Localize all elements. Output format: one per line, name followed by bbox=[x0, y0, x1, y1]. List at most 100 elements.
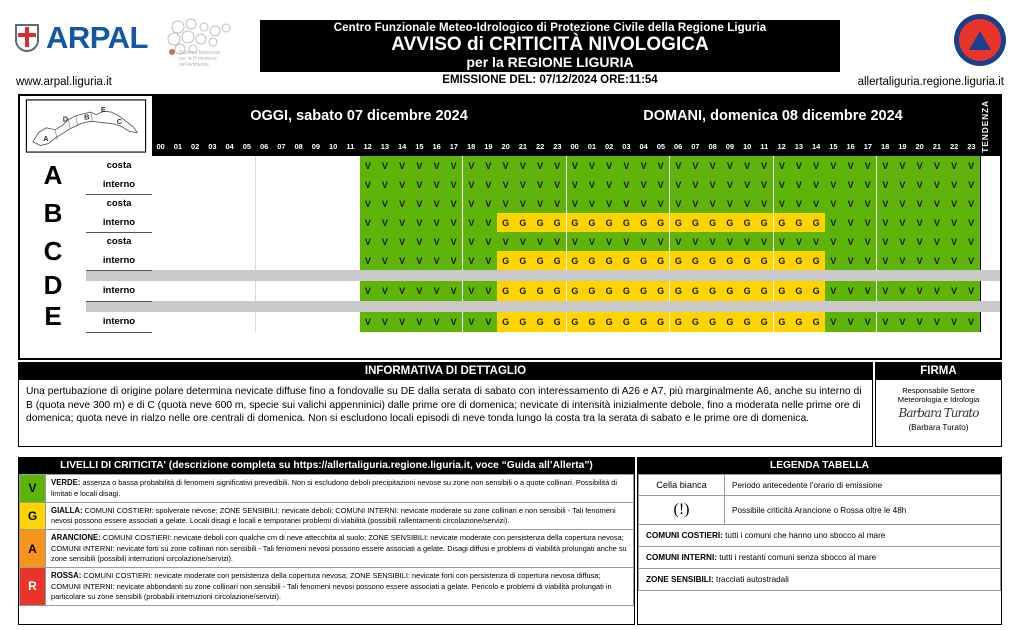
criticality-cell bbox=[238, 251, 256, 270]
criticality-cell bbox=[169, 175, 187, 194]
criticality-cell bbox=[307, 312, 325, 332]
zone-no-coast-row: E bbox=[20, 301, 1000, 332]
criticality-cell bbox=[169, 156, 187, 175]
criticality-cell: G bbox=[531, 251, 549, 270]
criticality-cell: V bbox=[531, 194, 549, 213]
criticality-cell: V bbox=[911, 232, 929, 251]
criticality-cell: G bbox=[755, 251, 773, 270]
criticality-cell: G bbox=[514, 281, 532, 301]
criticality-cell bbox=[186, 213, 204, 232]
criticality-cell bbox=[290, 175, 308, 194]
criticality-cell bbox=[341, 251, 359, 270]
criticality-cell: G bbox=[617, 213, 635, 232]
hour-header-cell: 16 bbox=[842, 136, 860, 156]
arpal-website-link[interactable]: www.arpal.liguria.it bbox=[16, 76, 112, 88]
hour-header-cell: 04 bbox=[635, 136, 653, 156]
zone-letter-b: B bbox=[20, 194, 86, 232]
criticality-cell bbox=[254, 213, 273, 232]
criticality-cell bbox=[254, 175, 273, 194]
criticality-cell bbox=[324, 232, 342, 251]
criticality-cell bbox=[272, 232, 290, 251]
criticality-cell: G bbox=[635, 213, 653, 232]
livello-description: GIALLA: COMUNI COSTIERI: spolverate nevo… bbox=[45, 501, 634, 531]
svg-text:per la Protezione: per la Protezione bbox=[179, 56, 217, 62]
tendenza-header: TENDENZA bbox=[980, 96, 1000, 156]
criticality-cell: G bbox=[583, 213, 601, 232]
protezione-civile-logo bbox=[954, 14, 1006, 66]
legenda-note-text: tutti i comuni che hanno uno sbocco al m… bbox=[722, 531, 886, 540]
criticality-cell: V bbox=[928, 156, 946, 175]
criticality-cell: V bbox=[911, 281, 929, 301]
criticality-cell: V bbox=[928, 175, 946, 194]
criticality-cell: V bbox=[479, 194, 497, 213]
criticality-cell bbox=[152, 251, 170, 270]
criticality-cell: G bbox=[600, 251, 618, 270]
hour-header-cell: 07 bbox=[272, 136, 290, 156]
legenda-value: Possibile criticità Arancione o Rossa ol… bbox=[724, 495, 1001, 525]
criticality-cell bbox=[307, 156, 325, 175]
table-hours-row: 00 01 02 03 04 05 06 07 08 09 10 11 12 13 14 15 16 17 18 19… bbox=[20, 136, 1000, 156]
criticality-cell: G bbox=[514, 312, 532, 332]
title-subtitle: Centro Funzionale Meteo-Idrologico di Pr… bbox=[333, 22, 767, 34]
criticality-cell: V bbox=[928, 281, 946, 301]
criticality-cell: G bbox=[583, 281, 601, 301]
criticality-cell bbox=[186, 156, 204, 175]
criticality-cell: V bbox=[893, 281, 911, 301]
title-region: per la REGIONE LIGURIA bbox=[466, 54, 634, 71]
criticality-cell bbox=[307, 251, 325, 270]
criticality-cell: V bbox=[945, 213, 963, 232]
hour-header-cell: 08 bbox=[704, 136, 722, 156]
criticality-cell: V bbox=[668, 175, 687, 194]
criticality-cell: V bbox=[807, 194, 825, 213]
allerta-website-link[interactable]: allertaliguria.regione.liguria.it bbox=[857, 76, 1004, 88]
criticality-cell bbox=[203, 312, 221, 332]
criticality-cell: V bbox=[875, 175, 894, 194]
criticality-cell: G bbox=[548, 251, 566, 270]
criticality-cell: V bbox=[875, 194, 894, 213]
criticality-cell bbox=[221, 213, 239, 232]
hour-header-cell: 07 bbox=[686, 136, 704, 156]
criticality-cell bbox=[221, 194, 239, 213]
criticality-cell bbox=[221, 156, 239, 175]
day2-label: DOMANI, domenica 08 dicembre 2024 bbox=[566, 96, 980, 137]
zone-sub-interno: interno bbox=[86, 251, 152, 271]
legenda-title: LEGENDA TABELLA bbox=[638, 458, 1001, 474]
criticality-cell: G bbox=[738, 213, 756, 232]
svg-text:C: C bbox=[117, 117, 123, 126]
criticality-cell: V bbox=[824, 156, 842, 175]
criticality-cell: V bbox=[461, 312, 480, 332]
criticality-cell: V bbox=[721, 232, 739, 251]
criticality-cell: V bbox=[911, 194, 929, 213]
criticality-cell: G bbox=[772, 281, 791, 301]
criticality-cell: V bbox=[617, 232, 635, 251]
criticality-cell bbox=[238, 194, 256, 213]
criticality-cell: V bbox=[962, 251, 980, 270]
criticality-cell: G bbox=[652, 281, 670, 301]
criticality-cell: G bbox=[497, 312, 515, 332]
criticality-cell: V bbox=[824, 312, 842, 332]
svg-text:Sistema Nazionale: Sistema Nazionale bbox=[179, 50, 221, 56]
hour-header-cell: 18 bbox=[876, 136, 894, 156]
criticality-cell: V bbox=[445, 175, 463, 194]
criticality-cell: V bbox=[565, 175, 584, 194]
criticality-cell: V bbox=[945, 232, 963, 251]
criticality-cell: V bbox=[410, 194, 428, 213]
criticality-cell: V bbox=[635, 194, 653, 213]
criticality-cell bbox=[307, 194, 325, 213]
criticality-cell: V bbox=[772, 194, 791, 213]
criticality-cell bbox=[324, 281, 342, 301]
criticality-cell bbox=[254, 232, 273, 251]
livelli-criticita-panel: LIVELLI DI CRITICITA' (descrizione compl… bbox=[18, 457, 635, 625]
criticality-cell: V bbox=[962, 175, 980, 194]
criticality-cell: V bbox=[393, 175, 411, 194]
criticality-cell: V bbox=[445, 251, 463, 270]
criticality-cell: V bbox=[859, 175, 877, 194]
criticality-cell: V bbox=[875, 251, 894, 270]
criticality-cell: V bbox=[376, 156, 394, 175]
no-coast-placeholder bbox=[86, 270, 1000, 282]
criticality-cell: V bbox=[410, 232, 428, 251]
criticality-cell: V bbox=[479, 232, 497, 251]
livello-text: COMUNI COSTIERI: nevicate moderate con p… bbox=[51, 571, 612, 601]
livello-description: VERDE: assenza o bassa probabilità di fe… bbox=[45, 474, 634, 503]
criticality-cell: V bbox=[652, 175, 670, 194]
